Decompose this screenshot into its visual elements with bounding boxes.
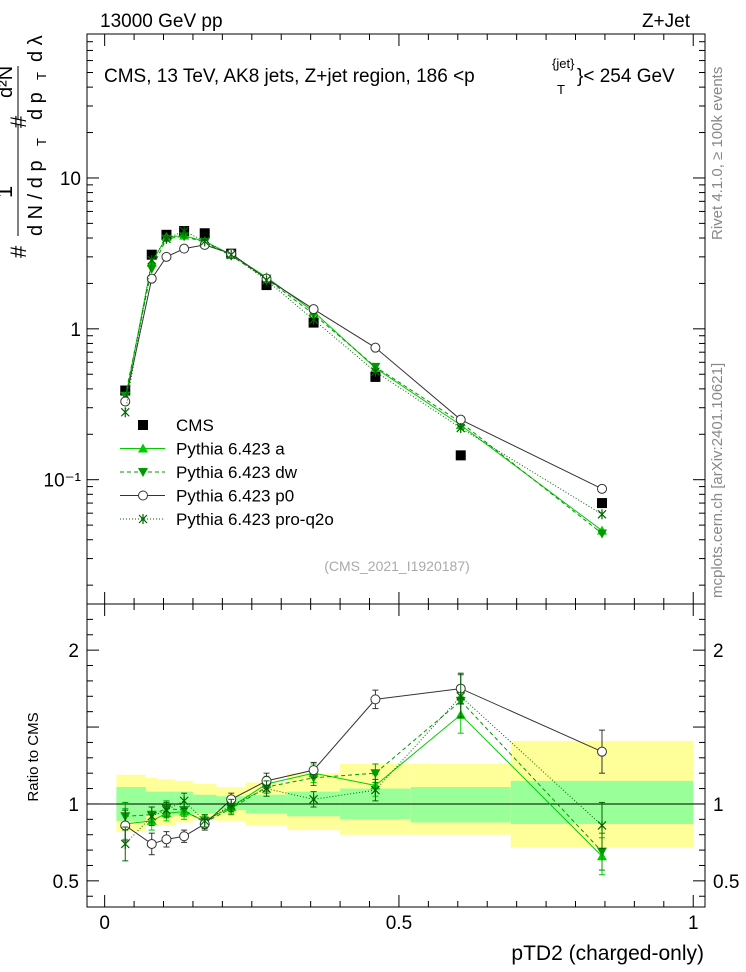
ratio-point-p0 — [179, 831, 190, 842]
legend-label-a: Pythia 6.423 a — [176, 440, 285, 459]
main-y-tick-label: 1 — [70, 320, 81, 341]
data-point-q2o — [262, 275, 271, 286]
data-point-q2o — [147, 255, 157, 266]
svg-text:1: 1 — [0, 186, 17, 198]
ratio-point-dw — [597, 847, 607, 857]
ratio-point-p0 — [308, 765, 319, 776]
svg-text:d p: d p — [25, 92, 47, 120]
ratio-line-q2o — [124, 695, 603, 845]
data-point-q2o — [226, 249, 236, 260]
header-left: 13000 GeV pp — [100, 11, 223, 32]
ratio-point-q2o — [120, 838, 130, 849]
title-suffix: }< 254 GeV — [577, 66, 675, 87]
ratio-y-tick-label: 1 — [68, 795, 79, 816]
x-tick-label: 0.5 — [386, 913, 412, 934]
ratio-point-q2o — [162, 805, 171, 816]
data-point-dw — [179, 232, 190, 242]
ratio-point-p0 — [597, 746, 607, 757]
data-point-q2o — [200, 236, 210, 247]
legend-marker-q2o — [138, 514, 148, 524]
data-point-dw — [146, 264, 157, 274]
svg-text:d λ: d λ — [25, 35, 47, 62]
legend-marker-dw — [138, 468, 148, 477]
watermark: (CMS_2021_I1920187) — [324, 558, 470, 574]
header-right: Z+Jet — [642, 11, 691, 32]
ratio-y-label: Ratio to CMS — [25, 712, 42, 801]
data-point-q2o — [120, 407, 130, 418]
svg-text:d²N: d²N — [0, 66, 17, 98]
data-point-p0 — [455, 414, 466, 425]
data-point-dw — [120, 391, 131, 401]
legend-label-p0: Pythia 6.423 p0 — [176, 487, 294, 506]
ratio-point-q2o — [226, 800, 236, 811]
data-point-cms — [146, 249, 157, 260]
data-point-q2o — [370, 366, 380, 377]
data-point-p0 — [308, 304, 319, 315]
data-point-p0 — [146, 273, 157, 284]
title-sub: T — [557, 82, 565, 97]
ratio-band-inner — [145, 791, 158, 815]
svg-text:T: T — [34, 72, 49, 80]
data-point-q2o — [456, 423, 466, 434]
ratio-point-q2o — [262, 783, 271, 794]
rivet-label: Rivet 4.1.0, ≥ 100k events — [709, 67, 726, 240]
data-point-p0 — [370, 342, 381, 353]
title-sup: {jet} — [552, 56, 575, 71]
ratio-point-q2o — [597, 820, 607, 831]
ratio-y-tick-label-right: 1 — [713, 795, 724, 816]
data-point-cms — [370, 371, 381, 382]
svg-text:#: # — [6, 245, 31, 258]
ratio-point-p0 — [146, 838, 157, 849]
legend-label-q2o: Pythia 6.423 pro-q2o — [176, 510, 334, 529]
ratio-y-tick-label: 2 — [68, 641, 79, 662]
ratio-point-p0 — [161, 834, 172, 845]
x-tick-label: 0 — [99, 913, 110, 934]
data-point-p0 — [597, 483, 607, 494]
chart-title: CMS, 13 TeV, AK8 jets, Z+jet region, 186… — [104, 66, 475, 87]
legend-marker-p0 — [138, 490, 148, 501]
ratio-point-q2o — [456, 691, 466, 702]
data-point-q2o — [597, 509, 607, 520]
ratio-point-dw — [370, 769, 381, 779]
x-axis-label: pTD2 (charged-only) — [511, 942, 704, 965]
svg-text:T: T — [34, 138, 49, 146]
data-point-q2o — [179, 226, 189, 237]
data-point-p0 — [179, 243, 190, 254]
ratio-plot-frame — [86, 603, 706, 908]
legend-label-cms: CMS — [176, 416, 214, 435]
data-point-q2o — [309, 314, 319, 325]
ratio-y-tick-label-right: 2 — [713, 641, 724, 662]
main-y-tick-label: 10⁻¹ — [44, 471, 82, 492]
legend-label-dw: Pythia 6.423 dw — [176, 463, 298, 482]
ratio-y-tick-label-right: 0.5 — [713, 872, 739, 893]
ratio-point-q2o — [200, 815, 210, 826]
data-point-cms — [120, 385, 131, 396]
ratio-point-q2o — [370, 785, 380, 796]
data-point-cms — [597, 498, 607, 509]
data-point-dw — [597, 529, 607, 539]
legend-marker-cms — [138, 420, 148, 430]
main-y-tick-label: 10 — [60, 169, 81, 190]
ratio-band-inner — [410, 787, 511, 823]
ratio-point-p0 — [370, 694, 381, 705]
data-point-p0 — [161, 251, 172, 262]
svg-text:d N / d p: d N / d p — [25, 160, 47, 236]
svg-text:#: # — [6, 115, 31, 128]
ratio-point-q2o — [147, 811, 157, 822]
ratio-y-tick-label: 0.5 — [53, 872, 79, 893]
data-point-cms — [199, 228, 210, 239]
data-point-p0 — [120, 396, 131, 407]
y-axis-label: # 1 d N / d p T # d²N d p T d λ — [0, 35, 49, 258]
data-point-cms — [455, 450, 466, 461]
ratio-point-q2o — [179, 795, 189, 806]
x-tick-label: 1 — [688, 913, 699, 934]
ratio-point-q2o — [309, 794, 319, 805]
legend-marker-a — [138, 443, 148, 453]
data-point-q2o — [162, 233, 171, 244]
mcplots-label: mcplots.cern.ch [arXiv:2401.10621] — [709, 363, 726, 598]
